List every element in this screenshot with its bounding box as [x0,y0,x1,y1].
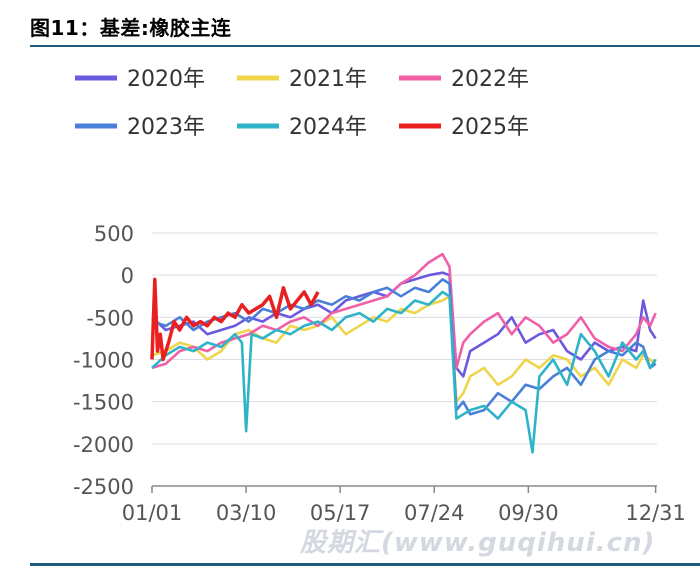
legend-item-2020[interactable]: 2020年 [75,67,205,92]
y-tick-label: -500 [86,306,134,330]
y-tick-label: 0 [121,264,134,288]
watermark: 股期汇(www.guqihui.cn) [300,528,656,558]
y-axis: 500 0 -500 -1000 -1500 -2000 -2500 [73,222,134,499]
series-line-2020 [151,271,657,378]
legend-label: 2021年 [289,67,367,92]
legend-item-2021[interactable]: 2021年 [237,67,367,92]
legend-item-2023[interactable]: 2023年 [75,115,205,140]
x-tick-label: 12/31 [625,501,686,525]
x-tick-label: 09/30 [498,501,559,525]
y-tick-label: -2500 [73,475,134,499]
y-tick-label: -2000 [73,433,134,457]
series-line-2022 [151,252,657,370]
chart-legend: 2020年 2021年 2022年 2023年 2024年 2025年 [75,67,529,140]
series-line-2023 [151,278,657,416]
bottom-divider [30,563,700,566]
legend-item-2024[interactable]: 2024年 [237,115,367,140]
series-line-2024 [151,290,657,454]
legend-label: 2023年 [127,115,205,140]
plot-area [150,252,657,454]
x-axis: 01/01 03/10 05/17 07/24 09/30 12/31 [122,485,686,525]
x-tick-label: 05/17 [310,501,371,525]
series-line-2025 [150,277,320,362]
legend-label: 2020年 [127,67,205,92]
y-tick-label: -1500 [73,391,134,415]
y-tick-label: 500 [94,222,134,246]
legend-label: 2022年 [451,67,529,92]
x-tick-label: 03/10 [216,501,277,525]
legend-item-2022[interactable]: 2022年 [399,67,529,92]
x-tick-label: 01/01 [122,501,183,525]
legend-item-2025[interactable]: 2025年 [399,115,529,140]
title-divider [30,45,700,47]
x-tick-label: 07/24 [404,501,465,525]
legend-label: 2025年 [451,115,529,140]
y-tick-label: -1000 [73,349,134,373]
legend-label: 2024年 [289,115,367,140]
figure-title: 图11：基差:橡胶主连 [30,16,232,40]
